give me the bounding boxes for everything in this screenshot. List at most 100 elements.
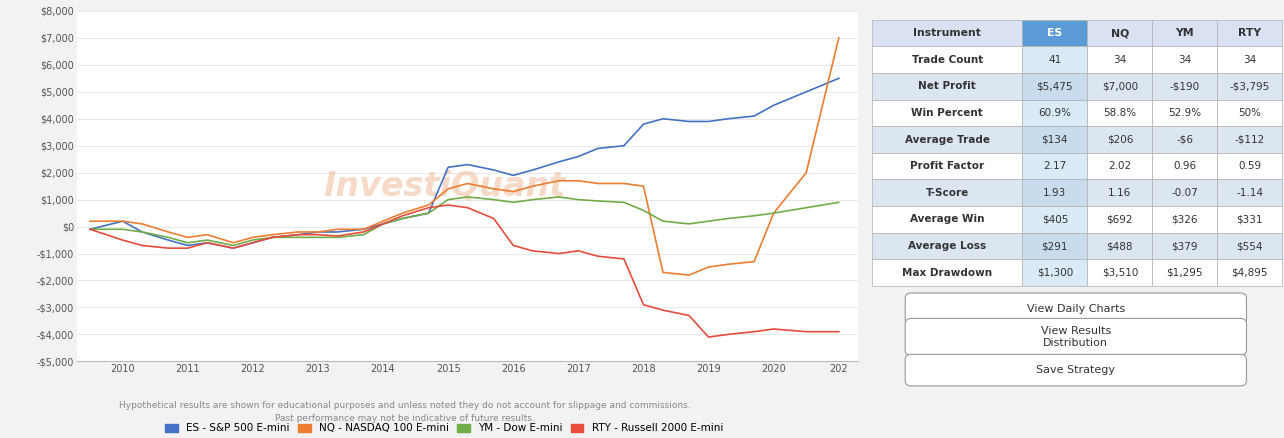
FancyBboxPatch shape: [872, 99, 1022, 126]
Text: $1,295: $1,295: [1167, 268, 1203, 278]
FancyBboxPatch shape: [1088, 233, 1152, 259]
Text: $291: $291: [1041, 241, 1068, 251]
FancyBboxPatch shape: [1022, 73, 1088, 99]
Text: 52.9%: 52.9%: [1168, 108, 1202, 118]
FancyBboxPatch shape: [872, 206, 1022, 233]
FancyBboxPatch shape: [1022, 259, 1088, 286]
FancyBboxPatch shape: [1152, 126, 1217, 153]
Text: $554: $554: [1236, 241, 1263, 251]
Text: NQ: NQ: [1111, 28, 1129, 38]
FancyBboxPatch shape: [872, 153, 1022, 180]
Text: $331: $331: [1236, 215, 1263, 224]
Text: -0.07: -0.07: [1171, 188, 1198, 198]
FancyBboxPatch shape: [1022, 99, 1088, 126]
Text: Win Percent: Win Percent: [912, 108, 984, 118]
FancyBboxPatch shape: [1088, 73, 1152, 99]
Text: Average Win: Average Win: [910, 215, 985, 224]
Text: InvestiQuant: InvestiQuant: [324, 170, 565, 203]
Text: Profit Factor: Profit Factor: [910, 161, 985, 171]
FancyBboxPatch shape: [872, 233, 1022, 259]
FancyBboxPatch shape: [1088, 153, 1152, 180]
FancyBboxPatch shape: [872, 46, 1022, 73]
Text: 0.59: 0.59: [1238, 161, 1261, 171]
FancyBboxPatch shape: [1217, 153, 1283, 180]
FancyBboxPatch shape: [1022, 153, 1088, 180]
FancyBboxPatch shape: [1217, 180, 1283, 206]
FancyBboxPatch shape: [1022, 46, 1088, 73]
FancyBboxPatch shape: [1152, 73, 1217, 99]
Text: Max Drawdown: Max Drawdown: [903, 268, 993, 278]
Text: $134: $134: [1041, 134, 1068, 145]
FancyBboxPatch shape: [905, 318, 1247, 355]
Text: View Daily Charts: View Daily Charts: [1027, 304, 1125, 314]
FancyBboxPatch shape: [1152, 259, 1217, 286]
Text: $405: $405: [1041, 215, 1068, 224]
FancyBboxPatch shape: [872, 126, 1022, 153]
FancyBboxPatch shape: [1217, 259, 1283, 286]
Text: Hypothetical results are shown for educational purposes and unless noted they do: Hypothetical results are shown for educa…: [118, 401, 691, 410]
Text: 2.17: 2.17: [1043, 161, 1067, 171]
Text: Trade Count: Trade Count: [912, 55, 984, 65]
Text: 34: 34: [1179, 55, 1192, 65]
Text: $7,000: $7,000: [1102, 81, 1138, 91]
Text: ES: ES: [1048, 28, 1062, 38]
FancyBboxPatch shape: [872, 20, 1022, 46]
Text: Net Profit: Net Profit: [918, 81, 976, 91]
FancyBboxPatch shape: [1088, 259, 1152, 286]
Text: -1.14: -1.14: [1236, 188, 1263, 198]
Text: $1,300: $1,300: [1036, 268, 1073, 278]
Text: View Results
Distribution: View Results Distribution: [1041, 326, 1111, 348]
FancyBboxPatch shape: [872, 259, 1022, 286]
Text: 0.96: 0.96: [1174, 161, 1197, 171]
Text: Past performance may not be indicative of future results.: Past performance may not be indicative o…: [275, 414, 534, 423]
FancyBboxPatch shape: [1022, 180, 1088, 206]
FancyBboxPatch shape: [1152, 233, 1217, 259]
FancyBboxPatch shape: [1022, 233, 1088, 259]
FancyBboxPatch shape: [1022, 126, 1088, 153]
FancyBboxPatch shape: [1022, 206, 1088, 233]
FancyBboxPatch shape: [1088, 99, 1152, 126]
FancyBboxPatch shape: [1152, 206, 1217, 233]
Text: $379: $379: [1171, 241, 1198, 251]
FancyBboxPatch shape: [1217, 99, 1283, 126]
FancyBboxPatch shape: [1088, 46, 1152, 73]
Text: -$112: -$112: [1235, 134, 1265, 145]
Text: $326: $326: [1171, 215, 1198, 224]
FancyBboxPatch shape: [905, 354, 1247, 386]
Text: 34: 34: [1243, 55, 1257, 65]
Text: Average Loss: Average Loss: [908, 241, 986, 251]
Text: Average Trade: Average Trade: [905, 134, 990, 145]
FancyBboxPatch shape: [1022, 20, 1088, 46]
Text: 2.02: 2.02: [1108, 161, 1131, 171]
FancyBboxPatch shape: [1088, 126, 1152, 153]
Text: 41: 41: [1048, 55, 1062, 65]
FancyBboxPatch shape: [1217, 206, 1283, 233]
FancyBboxPatch shape: [872, 73, 1022, 99]
Text: 1.16: 1.16: [1108, 188, 1131, 198]
FancyBboxPatch shape: [1152, 99, 1217, 126]
Text: 50%: 50%: [1238, 108, 1261, 118]
FancyBboxPatch shape: [1088, 180, 1152, 206]
Legend: ES - S&P 500 E-mini, NQ - NASDAQ 100 E-mini, YM - Dow E-mini, RTY - Russell 2000: ES - S&P 500 E-mini, NQ - NASDAQ 100 E-m…: [166, 423, 723, 433]
Text: $5,475: $5,475: [1036, 81, 1073, 91]
Text: RTY: RTY: [1238, 28, 1261, 38]
Text: 34: 34: [1113, 55, 1126, 65]
Text: 58.8%: 58.8%: [1103, 108, 1136, 118]
FancyBboxPatch shape: [1217, 73, 1283, 99]
Text: Save Strategy: Save Strategy: [1036, 365, 1116, 375]
Text: -$6: -$6: [1176, 134, 1193, 145]
FancyBboxPatch shape: [1217, 233, 1283, 259]
FancyBboxPatch shape: [1217, 46, 1283, 73]
Text: $4,895: $4,895: [1231, 268, 1269, 278]
FancyBboxPatch shape: [872, 180, 1022, 206]
Text: $3,510: $3,510: [1102, 268, 1138, 278]
Text: -$190: -$190: [1170, 81, 1199, 91]
FancyBboxPatch shape: [1088, 20, 1152, 46]
FancyBboxPatch shape: [905, 293, 1247, 325]
FancyBboxPatch shape: [1217, 20, 1283, 46]
Text: -$3,795: -$3,795: [1230, 81, 1270, 91]
Text: YM: YM: [1175, 28, 1194, 38]
FancyBboxPatch shape: [1088, 206, 1152, 233]
Text: 60.9%: 60.9%: [1039, 108, 1071, 118]
Text: $692: $692: [1107, 215, 1132, 224]
